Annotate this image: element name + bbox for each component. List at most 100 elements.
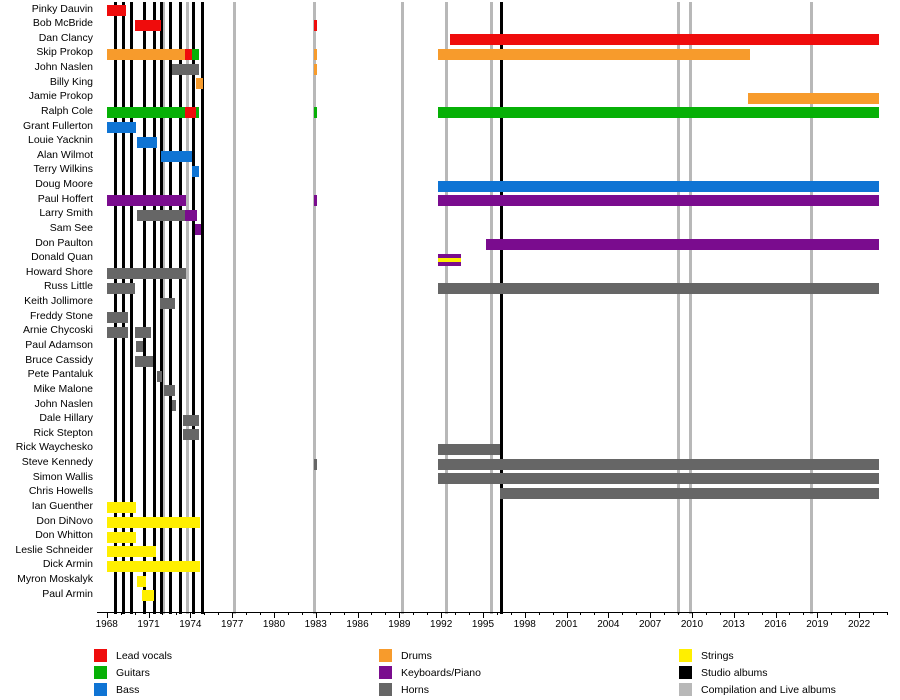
compilation-album-line xyxy=(312,2,316,614)
timeline-bar xyxy=(106,282,135,294)
legend-item[interactable]: Bass xyxy=(94,682,172,697)
timeline-bar xyxy=(184,107,196,119)
timeline-bar xyxy=(106,502,136,514)
x-tick-minor xyxy=(636,612,638,615)
x-tick-minor xyxy=(246,612,248,615)
timeline-bar xyxy=(195,78,203,90)
x-tick-minor xyxy=(469,612,470,615)
member-label: Ian Guenther xyxy=(31,499,93,512)
member-label: Arnie Chycoski xyxy=(22,324,93,337)
compilation-album-line xyxy=(233,2,237,614)
x-tick-minor xyxy=(260,612,262,615)
x-tick-label: 2022 xyxy=(848,619,871,630)
timeline-bar xyxy=(137,209,185,221)
x-tick-label: 2007 xyxy=(639,619,662,630)
x-tick-minor xyxy=(455,612,457,615)
legend-column: Lead vocals Guitars Bass xyxy=(94,648,172,699)
studio-album-line xyxy=(142,2,146,614)
legend-item[interactable]: Studio albums xyxy=(679,665,836,680)
member-label: Bob McBride xyxy=(32,17,93,30)
timeline-bar xyxy=(438,48,751,60)
x-tick-minor xyxy=(622,612,624,615)
member-label: Rick Waychesko xyxy=(15,441,93,454)
legend-swatch-lead-vocals xyxy=(94,649,107,662)
x-tick-major xyxy=(524,612,526,618)
timeline-bar xyxy=(172,400,177,411)
member-label-column: Pinky Dauvin Bob McBride Dan Clancy Skip Pr… xyxy=(0,0,97,614)
member-label: Dick Armin xyxy=(42,558,93,571)
legend-item[interactable]: Strings xyxy=(679,648,836,663)
legend-item[interactable]: Keyboards/Piano xyxy=(379,665,481,680)
legend-swatch-horns xyxy=(379,683,392,696)
x-tick-label: 2013 xyxy=(722,619,745,630)
member-label: Grant Fullerton xyxy=(22,119,93,132)
member-label: Terry Wilkins xyxy=(33,163,94,176)
x-tick-minor xyxy=(831,612,833,615)
member-label: Jamie Prokop xyxy=(28,90,93,103)
studio-album-line xyxy=(113,2,117,614)
timeline-bar xyxy=(438,180,879,192)
studio-album-line xyxy=(201,2,205,614)
member-label: Myron Moskalyk xyxy=(17,573,93,586)
x-tick-major xyxy=(691,612,693,618)
timeline-bar xyxy=(438,282,879,294)
member-label: John Naslen xyxy=(34,61,93,74)
legend-item[interactable]: Guitars xyxy=(94,665,172,680)
member-label: Don DiNovo xyxy=(36,514,93,527)
x-tick-minor xyxy=(427,612,429,615)
compilation-album-line xyxy=(676,2,680,614)
member-label: Sam See xyxy=(49,221,93,234)
x-tick-label: 1974 xyxy=(179,619,202,630)
x-tick-minor xyxy=(664,612,666,615)
legend-item[interactable]: Compilation and Live albums xyxy=(679,682,836,697)
x-tick-major xyxy=(482,612,484,618)
x-tick-minor xyxy=(162,612,164,615)
x-tick-major xyxy=(232,612,234,618)
timeline-bar xyxy=(438,443,500,455)
x-tick-minor xyxy=(803,612,805,615)
x-tick-minor xyxy=(552,612,554,615)
x-tick-major xyxy=(273,612,275,618)
x-tick-label: 1986 xyxy=(346,619,369,630)
x-tick-minor xyxy=(594,612,596,615)
timeline-bar xyxy=(438,107,879,119)
x-tick-minor xyxy=(761,612,763,615)
legend-swatch-strings xyxy=(679,649,692,662)
member-label: Pinky Dauvin xyxy=(31,2,93,15)
x-tick-major xyxy=(441,612,443,618)
legend-item[interactable]: Drums xyxy=(379,648,481,663)
member-label: Rick Stepton xyxy=(33,426,93,439)
timeline-bar xyxy=(106,122,136,134)
member-label: Doug Moore xyxy=(35,178,93,191)
studio-album-line xyxy=(179,2,183,614)
x-tick-label: 2016 xyxy=(764,619,787,630)
x-tick-minor xyxy=(329,612,331,615)
member-label: Don Whitton xyxy=(35,529,93,542)
timeline-bar xyxy=(134,326,152,338)
timeline-bar xyxy=(106,326,128,338)
member-label: Russ Little xyxy=(43,280,93,293)
x-tick-label: 2001 xyxy=(555,619,578,630)
x-tick-minor xyxy=(678,612,679,615)
timeline-bar xyxy=(678,78,686,89)
x-tick-minor xyxy=(845,612,847,615)
member-label: Dan Clancy xyxy=(38,31,93,44)
x-tick-minor xyxy=(580,612,582,615)
x-tick-minor xyxy=(287,612,289,615)
timeline-bar xyxy=(184,209,198,221)
member-label: Larry Smith xyxy=(39,207,93,220)
legend-label: Bass xyxy=(116,683,140,696)
x-tick-minor xyxy=(510,612,512,615)
legend-item[interactable]: Lead vocals xyxy=(94,648,172,663)
legend-item[interactable]: Horns xyxy=(379,682,481,697)
legend-swatch-guitars xyxy=(94,666,107,679)
x-tick-label: 1980 xyxy=(262,619,286,630)
timeline-bar xyxy=(159,297,175,309)
compilation-album-line xyxy=(489,2,493,614)
timeline-bar xyxy=(141,590,155,602)
member-label: Billy King xyxy=(49,75,93,88)
member-label: Don Paulton xyxy=(35,236,93,249)
x-tick-major xyxy=(733,612,735,618)
x-tick-minor xyxy=(705,612,707,615)
x-tick-major xyxy=(650,612,652,618)
